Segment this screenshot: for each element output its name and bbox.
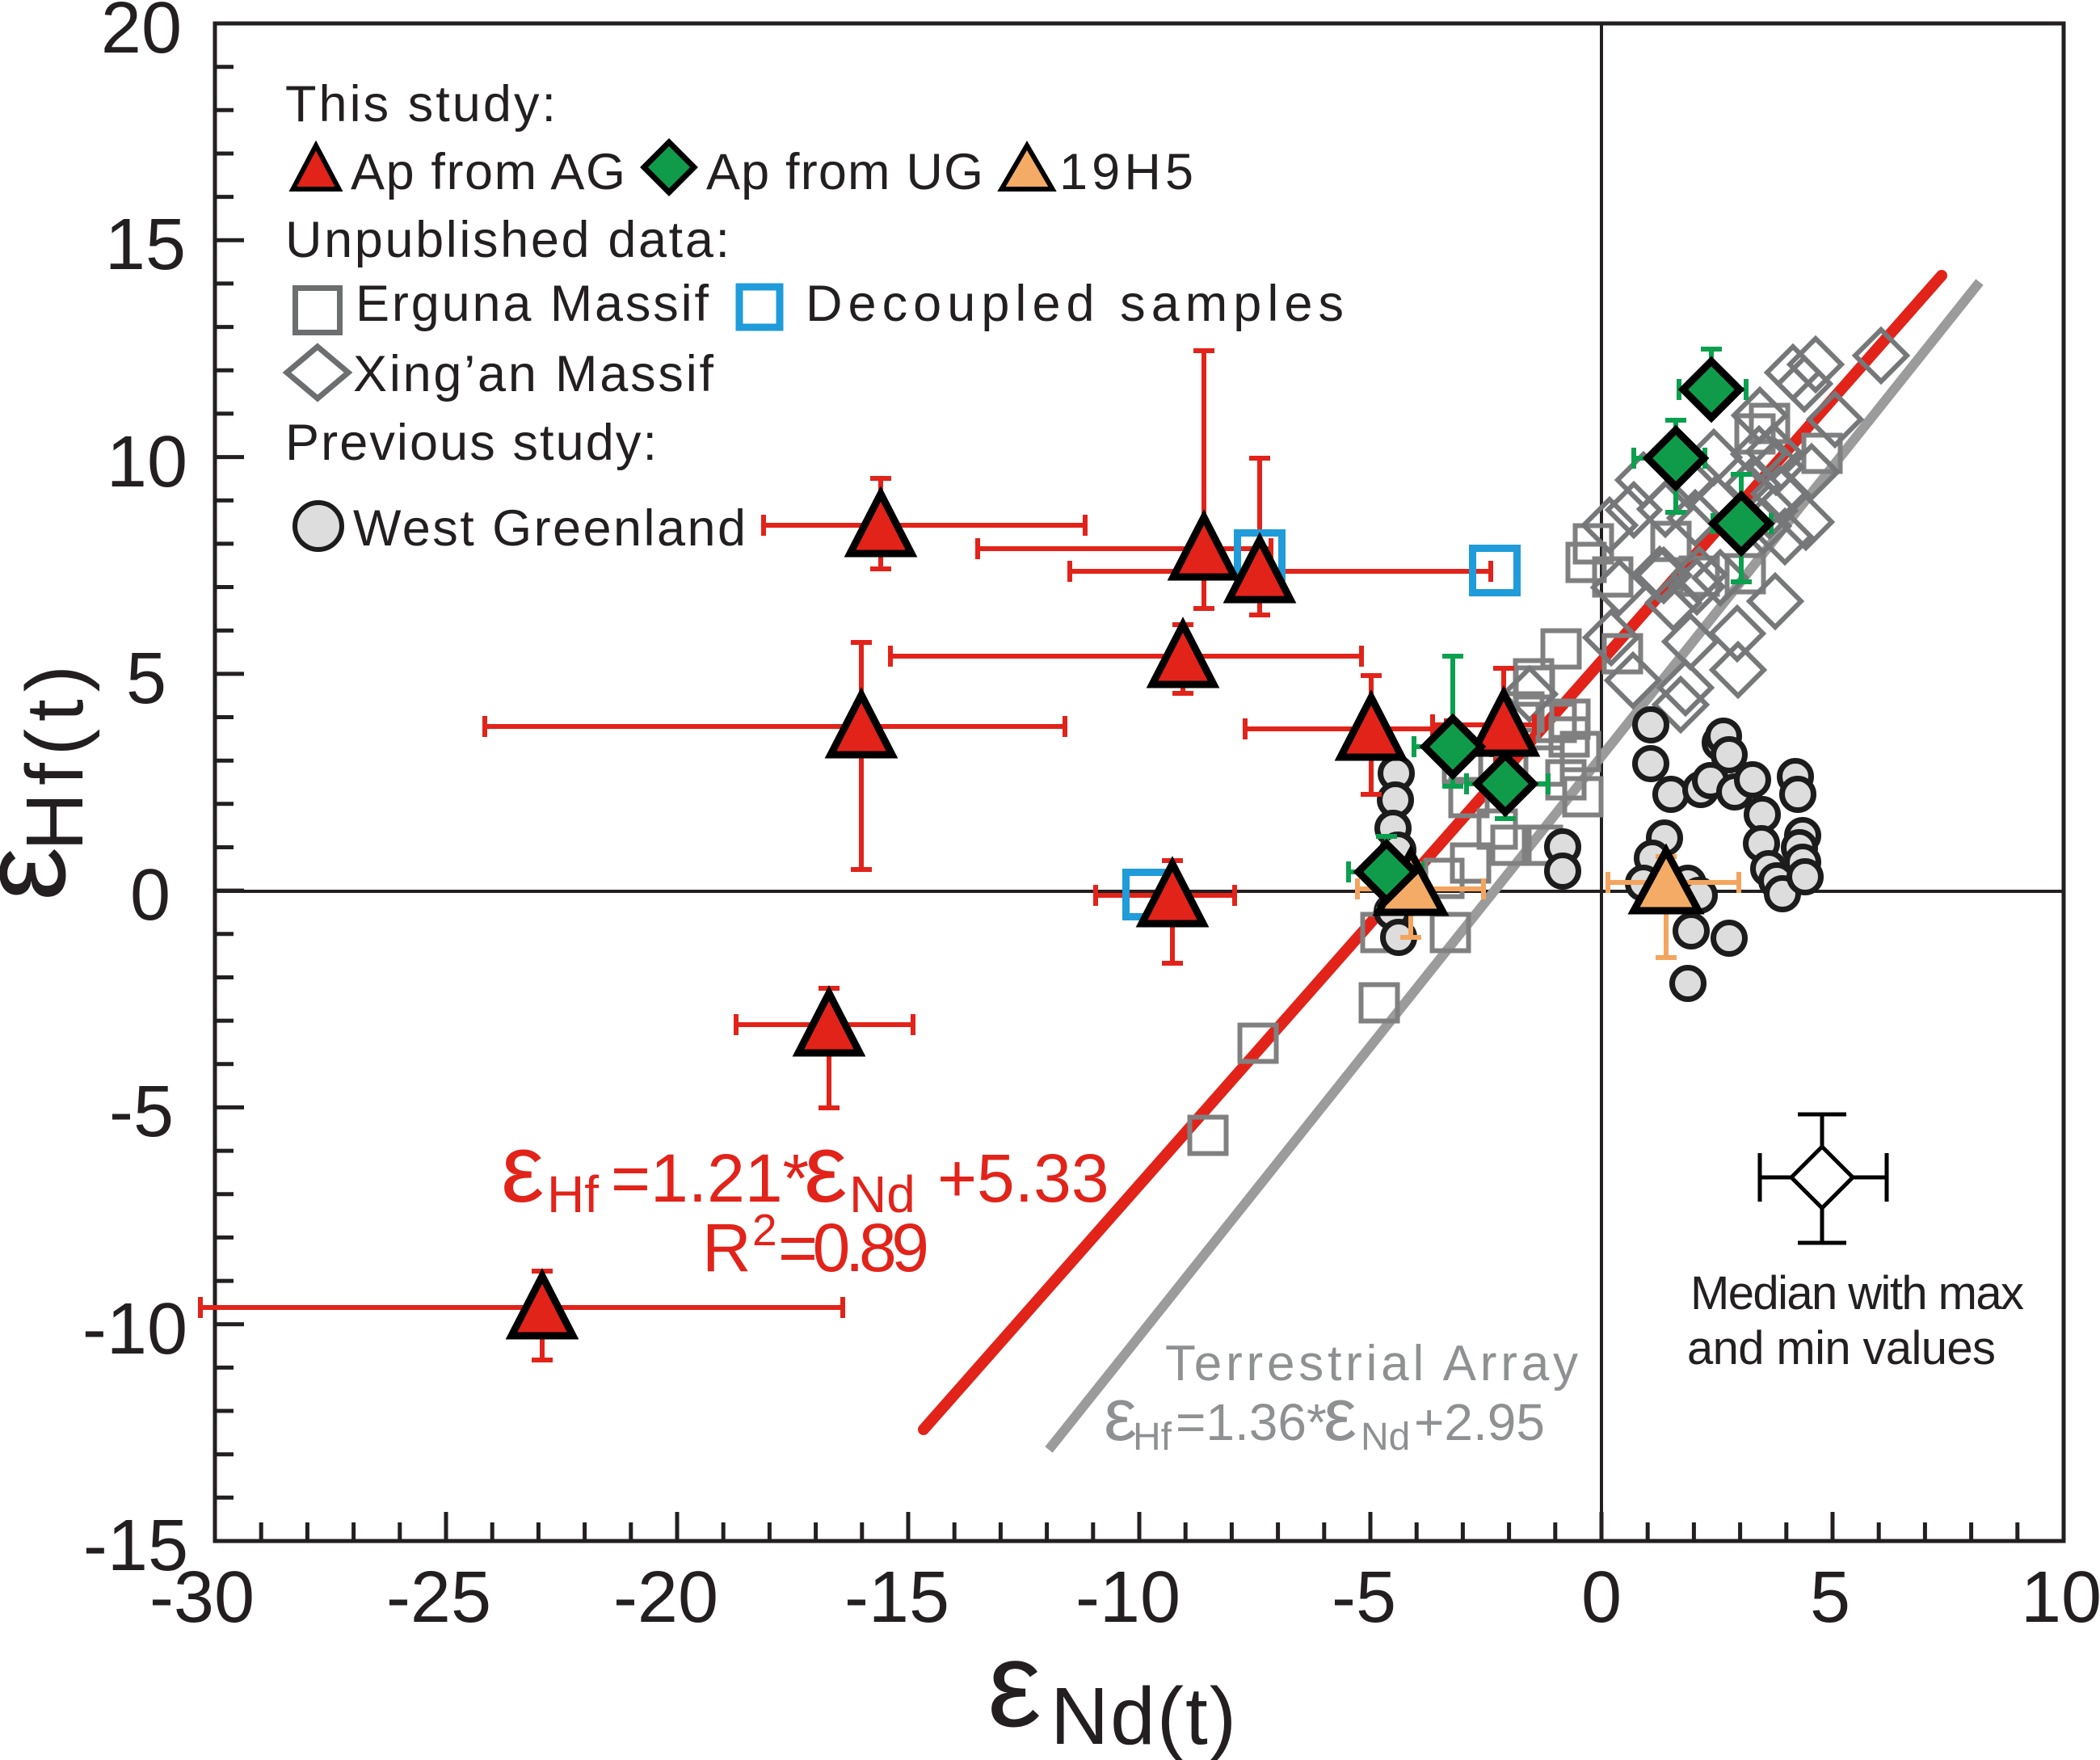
- svg-text:Ap from UG: Ap from UG: [706, 144, 983, 200]
- svg-text:Xing’an Massif: Xing’an Massif: [353, 346, 713, 402]
- svg-text:This study:: This study:: [285, 76, 556, 133]
- svg-text:=1.21*: =1.21*: [611, 1140, 809, 1216]
- svg-text:Hf: Hf: [547, 1165, 599, 1223]
- svg-text:-25: -25: [386, 1557, 491, 1638]
- svg-text:+5.33: +5.33: [937, 1140, 1109, 1216]
- svg-text:5: 5: [1810, 1557, 1850, 1638]
- svg-text:-10: -10: [1075, 1557, 1180, 1638]
- svg-text:Median with max: Median with max: [1690, 1267, 2024, 1320]
- svg-text:ε: ε: [804, 1114, 848, 1223]
- svg-text:Ap from AG: Ap from AG: [351, 144, 625, 200]
- svg-text:20: 20: [101, 0, 182, 69]
- svg-text:-10: -10: [82, 1289, 187, 1370]
- svg-text:+2.95: +2.95: [1414, 1393, 1545, 1451]
- svg-text:Previous study:: Previous study:: [285, 415, 657, 471]
- svg-text:ε: ε: [1324, 1374, 1357, 1456]
- svg-text:0: 0: [130, 855, 170, 936]
- svg-text:-5: -5: [109, 1072, 174, 1152]
- svg-text:-20: -20: [613, 1557, 718, 1638]
- svg-text:Hf: Hf: [1133, 1416, 1172, 1459]
- svg-text:-5: -5: [1332, 1557, 1396, 1638]
- svg-text:ε: ε: [0, 847, 90, 901]
- svg-text:5: 5: [126, 638, 166, 719]
- svg-text:and min values: and min values: [1687, 1322, 1996, 1375]
- svg-text:ε: ε: [987, 1616, 1042, 1752]
- svg-text:Nd: Nd: [849, 1165, 915, 1223]
- svg-text:ε: ε: [501, 1114, 545, 1223]
- svg-text:Unpublished data:: Unpublished data:: [285, 212, 730, 268]
- svg-text:15: 15: [105, 204, 186, 285]
- svg-text:10: 10: [2021, 1557, 2100, 1638]
- svg-text:=0.89: =0.89: [778, 1210, 929, 1286]
- svg-text:-30: -30: [149, 1557, 255, 1638]
- svg-text:Decoupled samples: Decoupled samples: [806, 276, 1344, 332]
- svg-text:ε: ε: [1104, 1374, 1137, 1456]
- svg-text:=1.36*: =1.36*: [1176, 1393, 1327, 1451]
- svg-text:-15: -15: [844, 1557, 949, 1638]
- svg-text:10: 10: [107, 422, 187, 503]
- svg-text:0: 0: [1581, 1557, 1622, 1638]
- svg-text:2: 2: [752, 1205, 777, 1255]
- svg-text:-15: -15: [83, 1505, 188, 1586]
- svg-text:Nd: Nd: [1361, 1416, 1410, 1459]
- svg-text:West Greenland: West Greenland: [353, 500, 746, 557]
- svg-text:19H5: 19H5: [1059, 144, 1193, 200]
- svg-text:Terrestrial Array: Terrestrial Array: [1165, 1336, 1578, 1392]
- svg-text:Nd(t): Nd(t): [1050, 1671, 1236, 1760]
- svg-text:R: R: [702, 1210, 751, 1286]
